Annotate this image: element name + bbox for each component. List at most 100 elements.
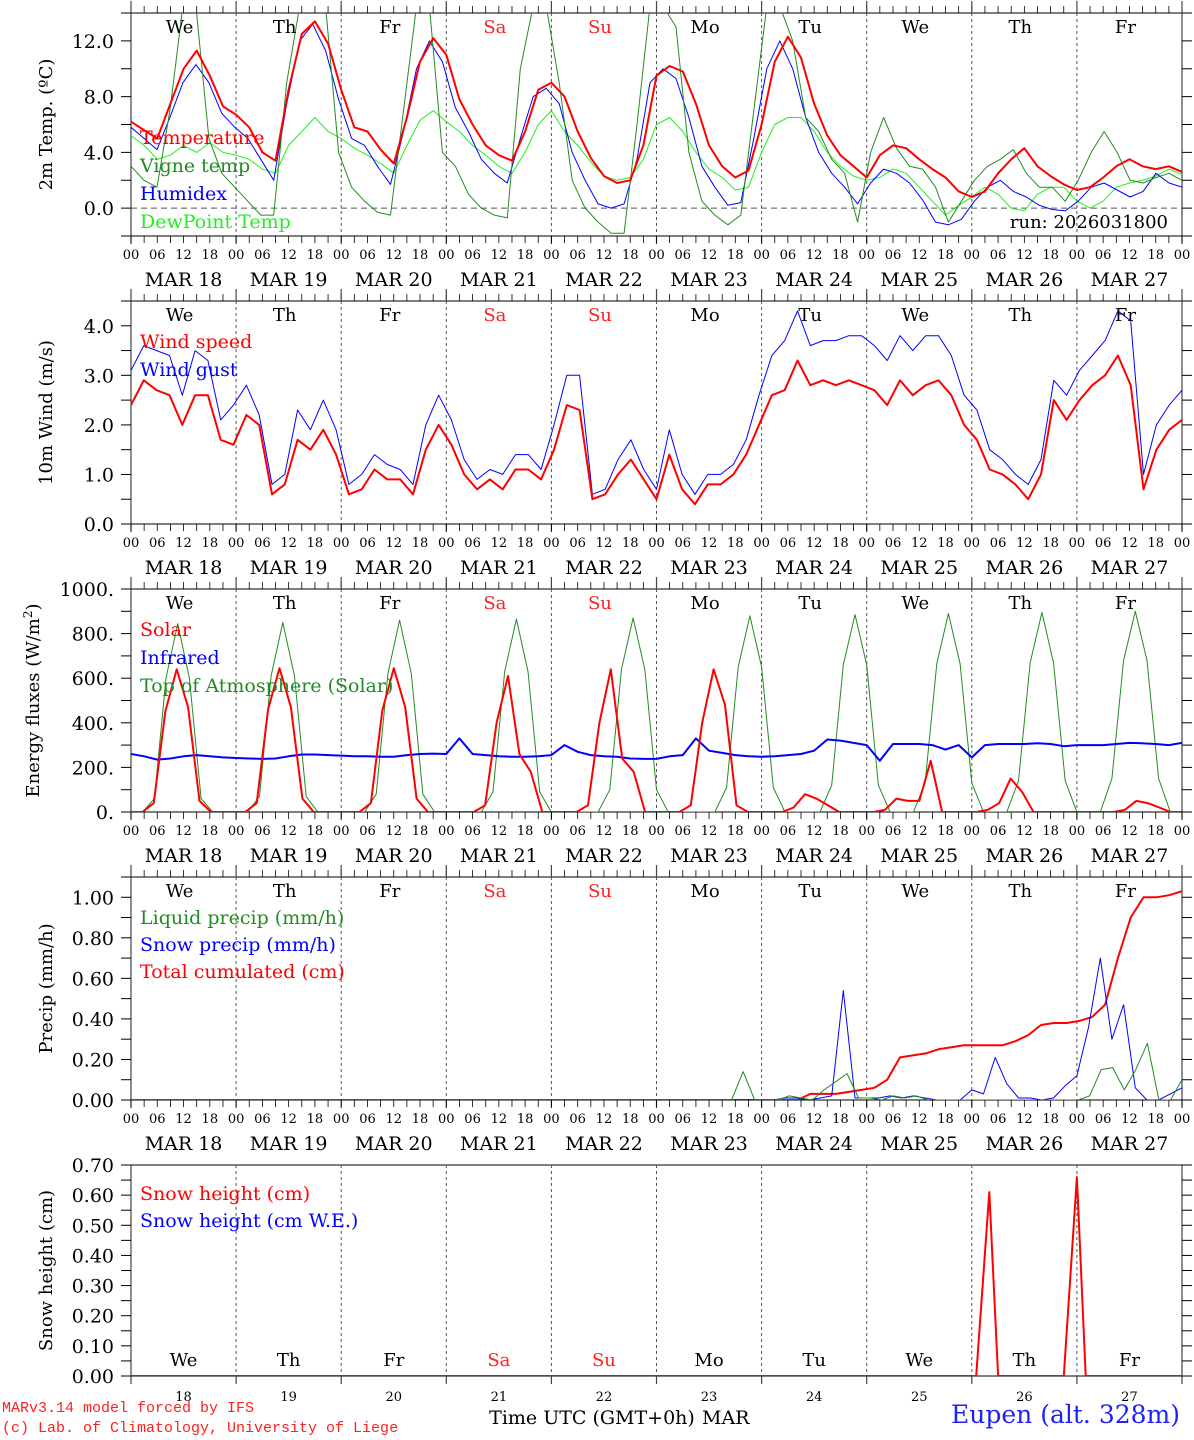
hour-tick-label: 18: [202, 536, 219, 551]
weekday-label: Mo: [690, 17, 719, 38]
hour-tick-label: 00: [333, 536, 350, 551]
date-label: MAR 27: [1091, 269, 1169, 291]
weekday-label: Fr: [379, 593, 400, 614]
day-number-label: 20: [385, 1390, 402, 1405]
series-line-snow-precip-mm-h-: [131, 957, 1182, 1100]
date-label: MAR 18: [145, 557, 223, 579]
weekday-label: We: [901, 881, 929, 902]
hour-tick-label: 18: [412, 248, 429, 263]
y-axis-label: Snow height (cm): [36, 1190, 57, 1351]
hour-tick-label: 18: [1147, 536, 1164, 551]
hour-tick-label: 18: [937, 1112, 954, 1127]
hour-tick-label: 12: [1121, 1112, 1138, 1127]
hour-tick-label: 12: [806, 248, 823, 263]
weekday-label: Sa: [487, 1350, 510, 1371]
hour-tick-label: 12: [911, 536, 928, 551]
legend-entry: Snow height (cm): [140, 1183, 310, 1205]
hour-tick-label: 06: [885, 536, 902, 551]
hour-tick-label: 12: [806, 824, 823, 839]
legend-entry: Total cumulated (cm): [140, 961, 345, 983]
hour-tick-label: 06: [464, 1112, 481, 1127]
date-label: MAR 24: [775, 845, 853, 867]
date-label: MAR 21: [460, 845, 538, 867]
day-number-label: 21: [491, 1390, 508, 1405]
hour-tick-label: 12: [1121, 536, 1138, 551]
weekday-label: Mo: [690, 305, 719, 326]
hour-tick-label: 00: [123, 536, 140, 551]
weekday-label: Th: [1009, 305, 1033, 326]
legend-entry: Wind gust: [140, 359, 238, 381]
hour-tick-label: 18: [1147, 1112, 1164, 1127]
y-tick-label: 0.0: [84, 514, 114, 536]
hour-tick-label: 12: [175, 536, 192, 551]
series-line-solar: [131, 667, 1182, 812]
hour-tick-label: 00: [438, 1112, 455, 1127]
hour-tick-label: 18: [1147, 824, 1164, 839]
hour-tick-label: 18: [1042, 536, 1059, 551]
hour-tick-label: 18: [727, 824, 744, 839]
y-tick-label: 0.20: [72, 1049, 114, 1071]
weekday-label: Th: [1009, 881, 1033, 902]
date-label: MAR 25: [880, 557, 958, 579]
weekday-label: Su: [588, 17, 612, 38]
y-axis-label: Precip (mm/h): [36, 923, 57, 1053]
hour-tick-label: 06: [675, 824, 692, 839]
hour-tick-label: 18: [202, 824, 219, 839]
weekday-label: Sa: [483, 593, 506, 614]
hour-tick-label: 18: [622, 824, 639, 839]
weekday-label: Th: [273, 305, 297, 326]
y-tick-label: 1000.: [60, 579, 114, 601]
weekday-label: We: [901, 593, 929, 614]
hour-tick-label: 18: [412, 536, 429, 551]
hour-tick-label: 06: [149, 536, 166, 551]
y-axis-label: Energy fluxes (W/m2): [21, 603, 44, 797]
hour-tick-label: 18: [1042, 824, 1059, 839]
hour-tick-label: 00: [228, 1112, 245, 1127]
weekday-label: Fr: [1115, 593, 1136, 614]
hour-tick-label: 12: [175, 248, 192, 263]
weekday-label: Th: [273, 17, 297, 38]
hour-tick-label: 12: [596, 1112, 613, 1127]
hour-tick-label: 00: [1174, 1112, 1191, 1127]
y-tick-label: 0.60: [72, 1185, 114, 1207]
hour-tick-label: 12: [1016, 536, 1033, 551]
hour-tick-label: 18: [307, 248, 324, 263]
hour-tick-label: 06: [990, 824, 1007, 839]
date-label: MAR 18: [145, 845, 223, 867]
hour-tick-label: 12: [596, 824, 613, 839]
hour-tick-label: 12: [1016, 248, 1033, 263]
weekday-label: We: [901, 305, 929, 326]
date-label: MAR 22: [565, 845, 643, 867]
footer-model: MARv3.14 model forced by IFS: [2, 1400, 255, 1417]
x-axis-month: MAR: [702, 1407, 750, 1429]
hour-tick-label: 00: [438, 824, 455, 839]
hour-tick-label: 00: [648, 536, 665, 551]
hour-tick-label: 06: [149, 1112, 166, 1127]
y-tick-label: 4.0: [84, 142, 114, 164]
hour-tick-label: 18: [1042, 248, 1059, 263]
date-label: MAR 19: [250, 557, 328, 579]
hour-tick-label: 00: [1174, 248, 1191, 263]
hour-tick-label: 12: [280, 1112, 297, 1127]
y-tick-label: 800.: [72, 624, 114, 646]
legend-entry: Vigne temp: [139, 155, 250, 177]
hour-tick-label: 12: [280, 824, 297, 839]
hour-tick-label: 00: [753, 824, 770, 839]
hour-tick-label: 06: [780, 824, 797, 839]
date-label: MAR 24: [775, 269, 853, 291]
y-tick-label: 0.00: [72, 1090, 114, 1112]
weekday-label: Th: [273, 881, 297, 902]
date-label: MAR 26: [985, 1133, 1063, 1155]
footer-credits: MARv3.14 model forced by IFS (c) Lab. of…: [2, 1399, 398, 1439]
hour-tick-label: 12: [701, 248, 718, 263]
date-label: MAR 19: [250, 845, 328, 867]
date-label: MAR 20: [355, 845, 433, 867]
weekday-label: Th: [1009, 593, 1033, 614]
hour-tick-label: 12: [385, 1112, 402, 1127]
hour-tick-label: 18: [202, 1112, 219, 1127]
y-tick-label: 1.00: [72, 887, 114, 909]
date-label: MAR 23: [670, 557, 748, 579]
weekday-label: Mo: [690, 593, 719, 614]
hour-tick-label: 12: [385, 248, 402, 263]
hour-tick-label: 06: [254, 248, 271, 263]
